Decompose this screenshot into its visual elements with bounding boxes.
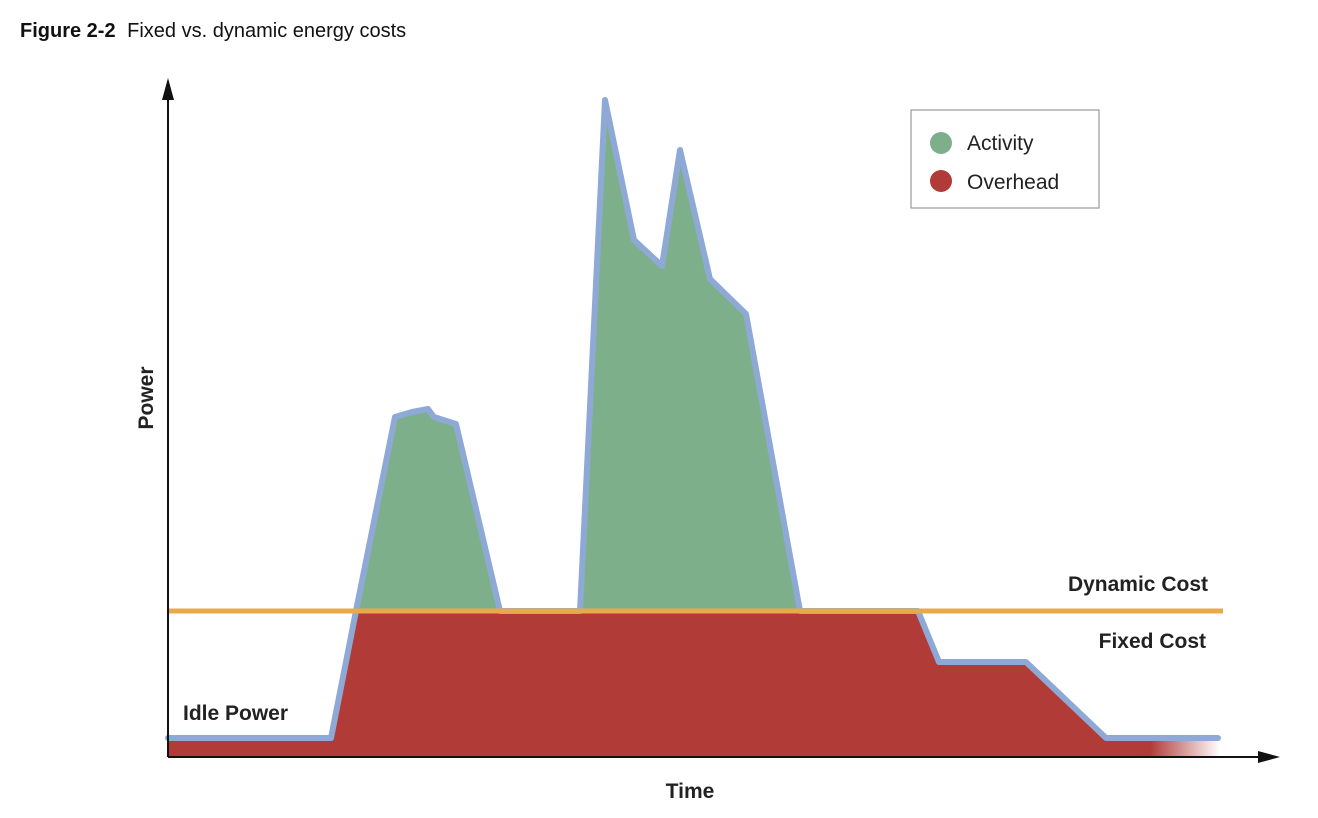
dynamic-cost-label: Dynamic Cost bbox=[1068, 573, 1208, 596]
y-axis-arrow bbox=[162, 78, 174, 100]
legend-activity-swatch bbox=[930, 132, 952, 154]
fixed-cost-label: Fixed Cost bbox=[1099, 630, 1206, 653]
legend-overhead-swatch bbox=[930, 170, 952, 192]
overhead-area bbox=[168, 611, 1150, 757]
activity-area-2 bbox=[580, 100, 800, 611]
legend: Activity Overhead bbox=[910, 109, 1100, 209]
idle-power-label: Idle Power bbox=[183, 702, 288, 725]
figure-number: Figure 2-2 bbox=[20, 20, 116, 42]
legend-overhead-label: Overhead bbox=[967, 171, 1059, 194]
x-axis-arrow bbox=[1258, 751, 1280, 763]
figure-caption: Figure 2-2 Fixed vs. dynamic energy cost… bbox=[20, 20, 406, 43]
power-curve bbox=[165, 97, 1221, 741]
y-axis-label: Power bbox=[135, 366, 158, 429]
figure-title: Fixed vs. dynamic energy costs bbox=[127, 20, 407, 42]
legend-activity-label: Activity bbox=[967, 132, 1034, 155]
overhead-fade bbox=[1150, 738, 1220, 757]
x-axis-label: Time bbox=[666, 780, 715, 803]
